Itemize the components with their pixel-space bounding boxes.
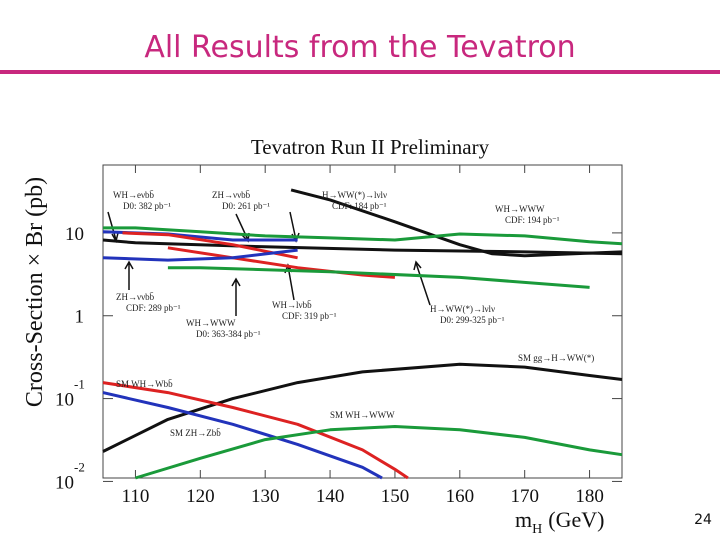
y-tick-label: 1 [75,307,85,328]
annotation: WH→eνbb̄ [113,190,155,200]
annotation: WH→WWW [495,204,545,214]
annotation: WH→WWW [186,318,236,328]
x-tick-label: 180 [575,486,604,507]
slide-title: All Results from the Tevatron [144,30,575,65]
y-tick-label: 10 [65,224,84,245]
y-tick-exponent: -1 [74,377,85,392]
y-tick-base: 10 [55,390,74,411]
annotation: CDF: 184 pb⁻¹ [332,201,387,211]
annotation: ZH→ννbb̄ [212,190,251,200]
x-label-unit: (GeV) [548,507,604,532]
annotation: H→WW(*)→lνlν [322,190,387,200]
annotation: SM WH→WWW [330,410,395,420]
curve [102,381,409,480]
annotation: H→WW(*)→lνlν [430,304,495,314]
y-tick-base: 10 [55,472,74,493]
x-label-main: m [515,507,532,532]
curve [134,425,623,480]
curve [103,226,623,246]
x-tick-label: 140 [316,486,345,507]
arrow [231,277,241,316]
curve [102,248,298,262]
y-tick-label: 10-2 [55,459,85,493]
y-tick-exponent: -2 [74,459,85,474]
plot-frame [102,164,623,479]
x-tick-label: 160 [446,486,475,507]
annotation: D0: 382 pb⁻¹ [123,201,171,211]
x-axis-label: mH (GeV) [515,507,604,537]
x-tick-label: 130 [251,486,280,507]
annotation: CDF: 194 pb⁻¹ [505,215,560,225]
chart-title: Tevatron Run II Preliminary [251,135,490,159]
annotation: D0: 299-325 pb⁻¹ [440,315,505,325]
curve [167,246,396,279]
annotation: CDF: 289 pb⁻¹ [126,303,181,313]
annotation: CDF: 319 pb⁻¹ [282,311,337,321]
curve [102,391,383,480]
annotation: D0: 261 pb⁻¹ [222,201,270,211]
annotation: D0: 363-384 pb⁻¹ [196,329,261,339]
annotation: ZH→ννbb̄ [116,292,155,302]
x-tick-label: 110 [122,486,150,507]
annotation: SM ZH→Zbb̄ [170,428,221,438]
x-tick-label: 170 [510,486,539,507]
annotation: SM WH→Wbb̄ [116,379,173,389]
page-number: 24 [694,512,712,528]
curve [102,238,623,256]
annotation: SM gg→H→WW(*) [518,353,594,363]
curve [122,231,298,260]
x-label-sub: H [532,522,542,537]
x-tick-label: 120 [186,486,215,507]
arrow [413,260,431,306]
annotation: WH→lνbb̄ [272,300,312,310]
curve [167,266,590,289]
y-tick-label: 10-1 [55,377,85,411]
x-tick-label: 150 [381,486,410,507]
arrow [124,260,134,290]
y-axis-label: Cross-Section × Br (pb) [22,177,48,407]
